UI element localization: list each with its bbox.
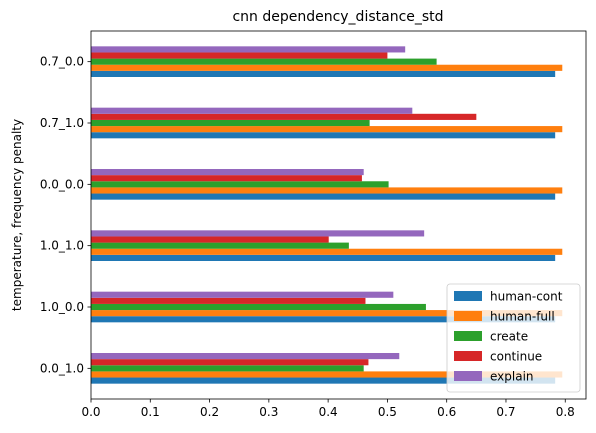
x-tick-label: 0.2 [200, 405, 219, 419]
bar-explain-0.0_0.0 [91, 169, 364, 176]
bar-create-0.7_0.0 [91, 58, 437, 65]
bar-human-cont-0.7_1.0 [91, 132, 556, 139]
bar-continue-0.7_0.0 [91, 52, 388, 59]
y-tick-label: 0.0_1.0 [40, 361, 84, 375]
bar-create-0.0_0.0 [91, 181, 389, 188]
legend-label-create: create [490, 330, 528, 344]
bar-human-cont-0.0_0.0 [91, 193, 556, 200]
y-tick-label: 1.0_1.0 [40, 239, 84, 253]
bar-explain-0.7_1.0 [91, 107, 413, 114]
bar-create-1.0_0.0 [91, 303, 426, 311]
bar-human-full-0.0_0.0 [91, 187, 563, 194]
bar-human-full-0.0_1.0 [91, 371, 563, 378]
y-tick-label: 0.7_1.0 [40, 116, 84, 130]
legend-swatch-human-full [454, 311, 482, 321]
x-tick-label: 0.0 [81, 405, 100, 419]
bar-human-cont-1.0_0.0 [91, 316, 556, 323]
bar-continue-0.0_0.0 [91, 175, 362, 182]
bar-continue-0.7_1.0 [91, 113, 477, 120]
legend-swatch-continue [454, 351, 482, 361]
bar-human-cont-1.0_1.0 [91, 254, 556, 261]
bar-create-0.0_1.0 [91, 365, 364, 372]
x-tick-label: 0.7 [496, 405, 515, 419]
bar-create-1.0_1.0 [91, 242, 349, 249]
bar-continue-0.0_1.0 [91, 359, 369, 366]
y-tick-label: 0.7_0.0 [40, 55, 84, 69]
legend-label-explain: explain [490, 370, 534, 384]
y-axis-title: temperature, frequency penalty [10, 119, 24, 311]
bar-explain-1.0_1.0 [91, 230, 425, 237]
plot-frame [90, 30, 587, 400]
bar-human-full-1.0_0.0 [91, 310, 563, 317]
y-ticks-group: 0.0_1.0 1.0_0.0 1.0_1.0 0.0_0.0 0.7_1.0 0.7_0… [40, 55, 91, 375]
bar-explain-0.7_0.0 [91, 46, 406, 53]
bar-explain-0.0_1.0 [91, 353, 400, 360]
x-tick-label: 0.8 [556, 405, 575, 419]
legend-label-continue: continue [490, 350, 542, 364]
legend-label-human-full: human-full [490, 310, 555, 324]
bar-human-full-0.7_1.0 [91, 126, 563, 133]
bar-continue-1.0_0.0 [91, 297, 366, 304]
legend-swatch-explain [454, 371, 482, 381]
bars-group [91, 46, 563, 384]
bar-create-0.7_1.0 [91, 119, 370, 127]
y-tick-label: 1.0_0.0 [40, 300, 84, 314]
bar-human-full-1.0_1.0 [91, 248, 563, 255]
x-tick-label: 0.5 [378, 405, 397, 419]
x-ticks-group: 0.0 0.1 0.2 0.3 0.4 0.5 0.6 0.7 0.8 [81, 399, 575, 419]
legend-swatch-human-cont [454, 291, 482, 301]
x-tick-label: 0.4 [319, 405, 338, 419]
bar-human-cont-0.7_0.0 [91, 70, 556, 77]
legend-label-human-cont: human-cont [490, 290, 563, 304]
bar-human-cont-0.0_1.0 [91, 377, 556, 384]
legend-swatch-create [454, 331, 482, 341]
x-tick-label: 0.3 [259, 405, 278, 419]
chart-title: cnn dependency_distance_std [232, 9, 443, 25]
x-tick-label: 0.1 [141, 405, 160, 419]
x-tick-label: 0.6 [437, 405, 456, 419]
bar-explain-1.0_0.0 [91, 291, 394, 298]
legend: human-cont human-full create continue explai… [446, 283, 581, 393]
y-tick-label: 0.0_0.0 [40, 177, 84, 191]
bar-continue-1.0_1.0 [91, 236, 329, 243]
bar-human-full-0.7_0.0 [91, 64, 563, 71]
